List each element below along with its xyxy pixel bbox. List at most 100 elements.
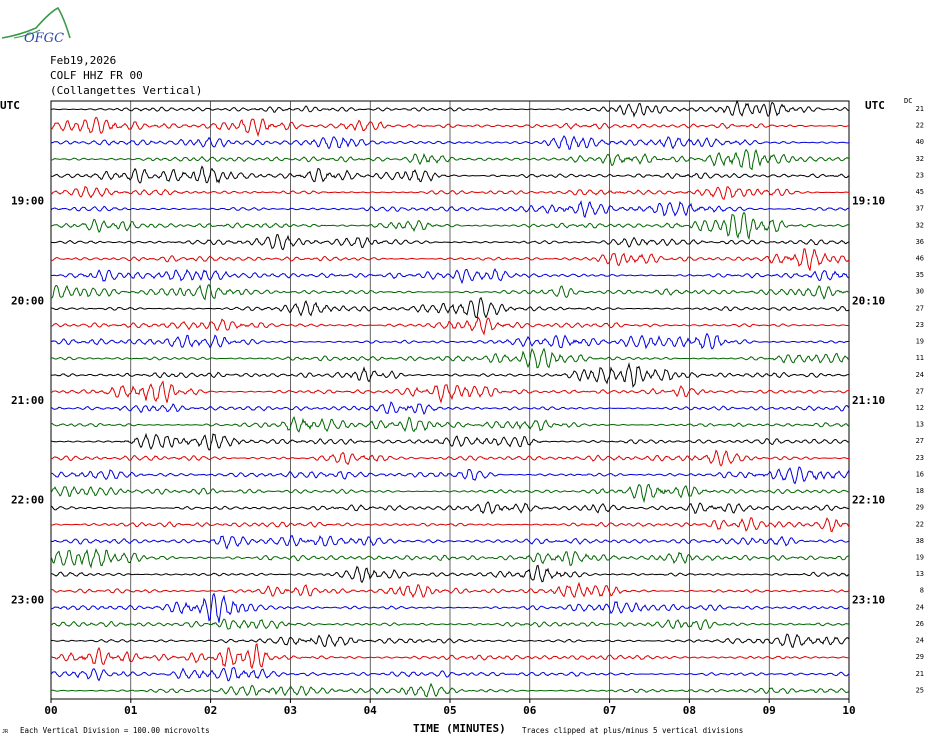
dc-value: 24 [916,371,924,379]
trace-30 [50,581,850,599]
dc-value: 16 [916,470,924,478]
trace-35 [50,666,850,682]
trace-22 [50,449,850,467]
x-tick-label: 04 [364,704,378,717]
x-tick-label: 07 [603,704,616,717]
trace-26 [50,516,850,533]
clip-note: Traces clipped at plus/minus 5 vertical … [522,726,744,735]
dc-value: 29 [916,653,924,661]
dc-value: 32 [916,155,924,163]
trace-6 [50,186,850,201]
plot-date: Feb19,2026 [50,54,117,67]
trace-8 [50,211,850,241]
x-tick-label: 06 [523,704,537,717]
dc-value: 13 [916,570,924,578]
ofgc-logo: OFGC [1,6,71,44]
dc-value: 36 [916,238,924,246]
trace-29 [50,564,850,584]
dc-value: 27 [916,304,924,312]
x-tick-label: 10 [842,704,855,717]
hour-label-right: 19:10 [852,195,885,208]
logo-text: OFGC [24,31,64,44]
trace-14 [50,316,850,336]
trace-5 [50,165,850,184]
trace-4 [50,148,850,171]
dc-value: 35 [916,271,924,279]
trace-32 [50,618,850,630]
trace-25 [50,501,850,515]
trace-17 [50,362,850,388]
dc-value: 40 [916,138,924,146]
dc-value: 27 [916,437,924,445]
dc-value: 22 [916,122,924,130]
trace-28 [50,548,850,569]
trace-21 [50,432,850,451]
dc-value: 27 [916,387,924,395]
hour-label-right: 21:10 [852,394,885,407]
utc-label-left: UTC [0,99,20,112]
x-tick-label: 03 [284,704,297,717]
trace-16 [50,347,850,369]
trace-31 [50,592,850,623]
trace-10 [50,248,850,271]
x-tick-label: 09 [763,704,776,717]
dc-value: 32 [916,221,924,229]
trace-33 [50,633,850,648]
trace-12 [50,283,850,301]
dc-label: DC [904,97,913,105]
trace-27 [50,534,850,550]
x-tick-label: 00 [44,704,57,717]
dc-value: 24 [916,603,924,611]
hour-label-left: 21:00 [11,394,44,407]
station-code: COLF HHZ FR 00 [50,69,143,82]
hour-label-left: 22:00 [11,494,44,507]
dc-value: 24 [916,637,924,645]
dc-value: 8 [920,587,924,595]
dc-value: 26 [916,620,924,628]
trace-36 [50,682,850,698]
trace-24 [50,483,850,504]
trace-9 [50,233,850,251]
dc-value: 12 [916,404,924,412]
x-tick-label: 01 [124,704,138,717]
trace-18 [51,380,850,404]
x-axis-title: TIME (MINUTES) [413,722,506,735]
trace-23 [50,466,850,485]
dc-value: 46 [916,255,924,263]
corner-mark: JR [2,729,9,735]
dc-value: 11 [916,354,924,362]
dc-value: 23 [916,171,924,179]
trace-13 [50,296,850,319]
dc-value: 37 [916,205,924,213]
hour-label-left: 20:00 [11,294,44,307]
dc-value: 21 [916,670,924,678]
trace-3 [50,135,850,150]
scale-note: Each Vertical Division = 100.00 microvol… [20,726,210,735]
x-tick-label: 05 [443,704,456,717]
trace-11 [50,268,850,285]
dc-value: 25 [916,686,924,694]
dc-value: 18 [916,487,924,495]
trace-19 [50,401,850,416]
dc-value: 29 [916,504,924,512]
trace-1 [50,99,850,118]
dc-value: 19 [916,338,924,346]
trace-20 [50,416,850,433]
trace-2 [50,116,850,138]
x-tick-label: 02 [204,704,217,717]
dc-value: 45 [916,188,924,196]
dc-value: 19 [916,554,924,562]
x-tick-label: 08 [683,704,696,717]
utc-label-right: UTC [865,99,885,112]
dc-value: 23 [916,454,924,462]
hour-label-left: 19:00 [11,195,44,208]
trace-34 [50,643,850,670]
dc-value: 30 [916,288,924,296]
dc-value: 23 [916,321,924,329]
station-location: (Collangettes Vertical) [50,84,203,97]
dc-value: 21 [916,105,924,113]
hour-label-left: 23:00 [11,593,44,606]
trace-15 [50,332,850,350]
hour-label-right: 23:10 [852,593,885,606]
